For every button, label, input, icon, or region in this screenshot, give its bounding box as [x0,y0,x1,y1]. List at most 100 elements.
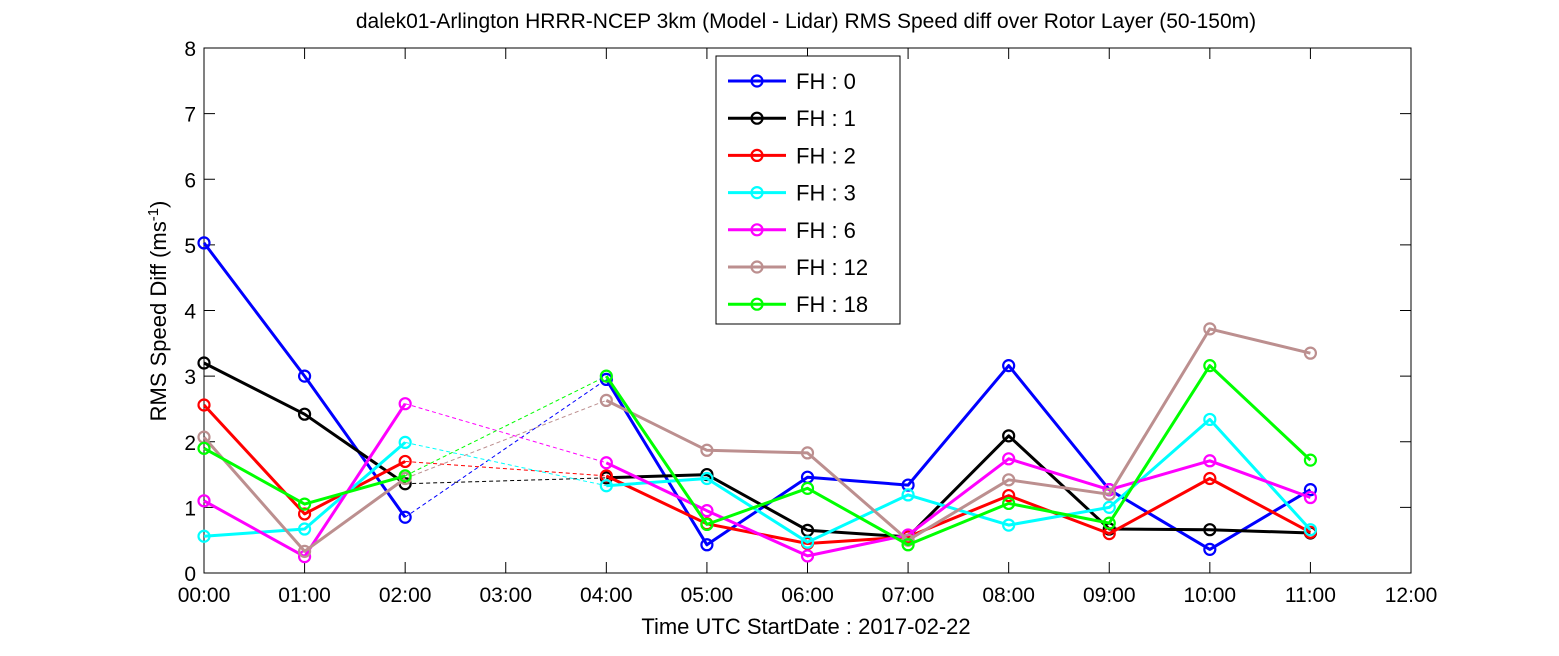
data-point-fh-3 [800,535,815,549]
data-point-fh-6 [1303,490,1318,505]
data-point-fh-18 [700,517,714,532]
data-point-fh-3 [1002,518,1016,532]
x-tick-label: 03:00 [479,584,532,607]
x-tick-label: 05:00 [681,584,734,607]
data-point-fh-6 [599,456,613,470]
data-point-fh-6 [800,549,815,563]
data-point-fh-12 [297,544,312,558]
data-point-fh-2 [599,469,613,483]
data-point-fh-12 [1002,473,1016,487]
data-point-fh-12 [1203,322,1217,336]
data-point-fh-3 [1203,412,1217,427]
data-point-fh-18 [599,369,613,383]
y-tick-label: 4 [184,301,196,324]
legend-marker-fh-6 [750,223,764,237]
x-axis-label: Time UTC StartDate : 2017-02-22 [641,614,970,639]
data-point-fh-1 [297,407,312,421]
y-tick-label: 3 [184,366,196,389]
legend-marker-fh-3 [750,186,764,200]
legend: FH : 0 FH : 1 FH : 2 FH : 3 FH : 6 FH : 12 FH … [715,55,901,325]
data-point-fh-6 [197,494,211,508]
x-tick-label: 11:00 [1285,584,1336,607]
data-point-fh-18 [297,497,312,511]
gap-connector-fh-3 [405,441,607,487]
gap-connector-fh-0 [404,378,607,518]
data-point-fh-3 [297,522,312,536]
legend-marker-fh-1 [750,111,764,125]
y-tick-label: 6 [184,169,196,192]
series-line-fh-0 [605,364,1312,551]
gap-connector-fh-2 [405,460,607,477]
x-tick-label: 06:00 [781,584,834,607]
x-tick-label: 02:00 [379,584,432,607]
data-point-fh-3 [398,435,412,450]
data-point-fh-1 [1203,523,1217,537]
series-line-fh-1 [203,361,407,486]
data-point-fh-2 [297,507,312,521]
series-line-fh-1 [606,434,1311,539]
data-point-fh-0 [1002,359,1016,373]
series-line-fh-2 [202,403,406,516]
legend-box [715,55,901,325]
legend-marker-fh-18 [750,297,764,311]
x-tick-label: 08:00 [982,584,1035,607]
plot-area: 00:00 01:00 02:00 03:00 04:00 05:00 06:00 07:00… [178,38,1438,607]
series-line-fh-18 [605,364,1312,547]
data-point-fh-0 [197,236,211,250]
gap-connector-fh-1 [405,477,607,485]
data-point-fh-6 [1002,452,1016,466]
data-point-fh-6 [700,504,714,518]
series-line-fh-12 [202,436,407,553]
data-point-fh-0 [297,369,312,383]
y-tick-label: 2 [184,432,196,455]
x-tick-label: 04:00 [580,584,633,607]
legend-label-fh-12: FH : 12 [796,255,868,280]
data-point-fh-0 [1203,542,1217,556]
data-point-fh-2 [197,398,211,412]
y-tick-label: 7 [184,104,196,127]
data-point-fh-6 [398,397,412,411]
x-tick-label: 01:00 [278,584,331,607]
series-line-fh-18 [203,446,406,506]
data-point-fh-12 [700,443,714,457]
data-point-fh-12 [599,393,613,408]
x-tick-label: 12:00 [1385,584,1438,607]
data-point-fh-2 [398,454,412,469]
y-tick-label: 5 [184,235,196,258]
y-tick-label: 8 [184,38,196,61]
data-point-fh-0 [1303,483,1318,497]
series-line-fh-12 [605,327,1311,542]
data-point-fh-18 [1002,496,1016,511]
data-point-fh-12 [800,446,815,460]
data-point-fh-3 [901,488,915,502]
legend-label-fh-0: FH : 0 [796,69,856,94]
series-line-fh-3 [203,441,407,538]
data-point-fh-3 [1303,523,1318,537]
data-point-fh-18 [398,469,412,483]
data-point-fh-1 [1002,429,1016,443]
x-tick-label: 10:00 [1184,584,1237,607]
legend-marker-fh-0 [750,74,764,88]
data-point-fh-18 [901,538,915,552]
x-tick-label: 07:00 [882,584,935,607]
chart-title: dalek01-Arlington HRRR-NCEP 3km (Model -… [356,10,1256,33]
y-axis-label: RMS Speed Diff (ms-1) [145,201,172,422]
data-point-fh-1 [197,356,211,370]
legend-label-fh-18: FH : 18 [796,292,868,317]
data-point-fh-6 [1203,454,1217,468]
legend-marker-fh-2 [750,148,764,162]
data-point-fh-2 [1203,471,1217,486]
y-tick-label: 1 [184,497,196,520]
data-point-fh-12 [1102,487,1116,501]
gap-connector-fh-18 [404,375,607,477]
legend-label-fh-2: FH : 2 [796,143,856,168]
legend-marker-fh-12 [750,260,764,274]
legend-label-fh-1: FH : 1 [796,106,856,131]
data-point-fh-3 [700,471,714,486]
data-point-fh-3 [599,479,613,493]
x-tick-label: 00:00 [178,584,231,607]
legend-label-fh-3: FH : 3 [796,181,856,206]
legend-label-fh-6: FH : 6 [796,218,856,243]
data-point-fh-3 [1102,500,1116,514]
